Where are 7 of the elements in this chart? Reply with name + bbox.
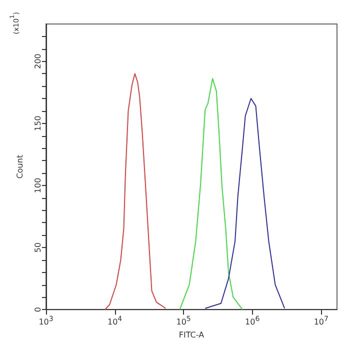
- y-tick-label: 200: [34, 54, 42, 69]
- y-tick-label: 0: [34, 307, 42, 312]
- y-axis-title: Count: [16, 154, 24, 179]
- y-tick-label: 150: [34, 116, 42, 131]
- x-axis-title: FITC-A: [178, 330, 205, 340]
- y-tick-label: 50: [34, 242, 42, 253]
- y-tick-label: 100: [34, 178, 42, 194]
